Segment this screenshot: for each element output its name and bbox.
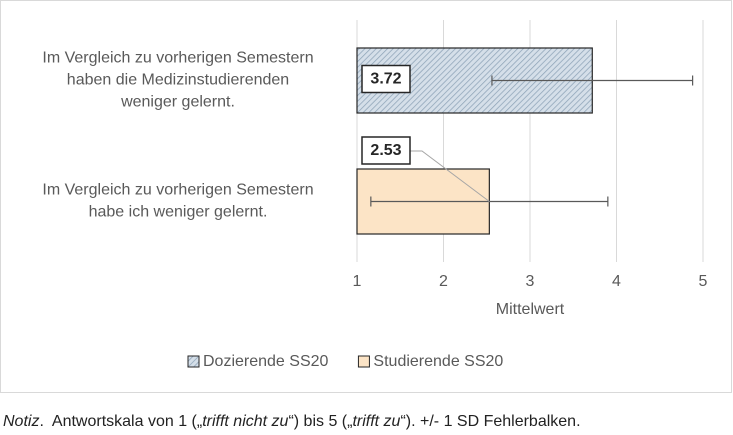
error-bar [491, 75, 694, 86]
x-tick-label: 3 [526, 273, 535, 290]
x-tick-label: 4 [612, 273, 621, 290]
x-tick-label: 1 [353, 273, 362, 290]
y-tick-label: haben die Medizinstudierenden [67, 72, 289, 89]
data-label-box [361, 136, 411, 165]
chart: Mittelwert 1 2 3 4 5 Im Vergleich zu vorherig… [0, 0, 732, 393]
x-axis-title: Mittelwert [496, 301, 565, 318]
y-tick-label: Im Vergleich zu vorherigen Semestern [42, 50, 313, 67]
y-tick-label: weniger gelernt. [120, 94, 235, 111]
leader-line [410, 150, 490, 202]
note-part: “) bis 5 („ [288, 413, 353, 430]
legend-swatch [187, 355, 200, 368]
note-part: trifft zu [352, 413, 401, 430]
x-tick-label: 5 [699, 273, 708, 290]
legend-swatch [357, 355, 370, 368]
note: Notiz. Antwortskala von 1 („trifft nicht… [3, 413, 581, 431]
note-part: . Antwortskala von 1 („ [39, 413, 203, 430]
legend-label: Dozierende SS20 [203, 353, 329, 370]
note-part: trifft nicht zu [202, 413, 289, 430]
data-label: 2.53 [370, 142, 401, 159]
data-label-box [361, 64, 411, 94]
y-tick-label: Im Vergleich zu vorherigen Semestern [42, 182, 313, 199]
note-part: “). +/- 1 SD Fehlerbalken. [400, 413, 581, 430]
note-part: Notiz [3, 413, 40, 430]
legend-label: Studierende SS20 [373, 353, 503, 370]
data-label: 3.72 [370, 71, 401, 88]
y-tick-label: habe ich weniger gelernt. [89, 204, 268, 221]
x-tick-label: 2 [439, 273, 448, 290]
